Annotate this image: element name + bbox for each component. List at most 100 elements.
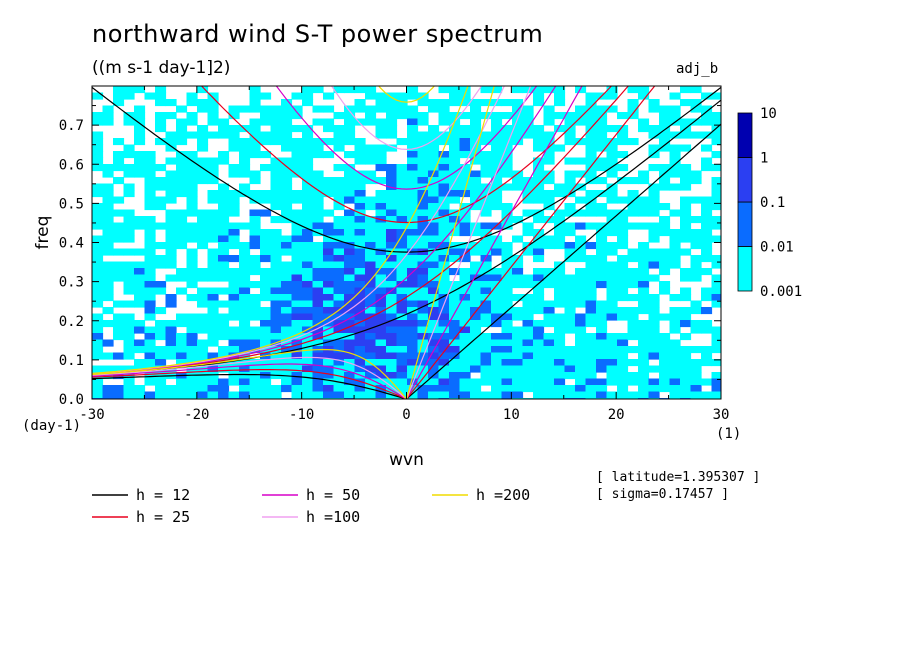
spectrum-cell	[396, 359, 408, 367]
spectrum-cell	[165, 209, 177, 217]
spectrum-cell	[291, 112, 303, 120]
spectrum-cell	[491, 307, 503, 315]
x-unit-label: (1)	[716, 426, 741, 442]
spectrum-cell	[470, 183, 482, 191]
spectrum-cell	[606, 313, 618, 321]
spectrum-cell	[281, 300, 293, 308]
spectrum-cell	[386, 92, 398, 100]
spectrum-cell	[438, 222, 450, 230]
spectrum-cell	[291, 378, 303, 386]
spectrum-cell	[522, 177, 534, 185]
spectrum-cell	[239, 300, 251, 308]
spectrum-cell	[449, 268, 461, 276]
spectrum-cell	[638, 391, 650, 399]
spectrum-cell	[176, 151, 188, 159]
spectrum-cell	[617, 209, 629, 217]
spectrum-cell	[690, 216, 702, 224]
spectrum-cell	[302, 378, 314, 386]
spectrum-cell	[396, 92, 408, 100]
spectrum-cell	[711, 177, 721, 185]
spectrum-cell	[491, 138, 503, 146]
spectrum-cell	[669, 112, 681, 120]
spectrum-cell	[407, 307, 419, 315]
spectrum-cell	[438, 372, 450, 380]
spectrum-cell	[512, 339, 524, 347]
spectrum-cell	[512, 261, 524, 269]
spectrum-cell	[606, 157, 618, 165]
spectrum-cell	[617, 125, 629, 133]
spectrum-cell	[638, 86, 650, 94]
spectrum-cell	[386, 359, 398, 367]
spectrum-cell	[186, 164, 198, 172]
spectrum-cell	[638, 281, 650, 289]
spectrum-cell	[428, 320, 440, 328]
spectrum-cell	[249, 385, 261, 393]
spectrum-cell	[680, 287, 692, 295]
spectrum-cell	[596, 177, 608, 185]
spectrum-cell	[354, 261, 366, 269]
spectrum-cell	[690, 196, 702, 204]
spectrum-cell	[396, 268, 408, 276]
spectrum-cell	[669, 326, 681, 334]
spectrum-cell	[186, 385, 198, 393]
spectrum-cell	[417, 320, 429, 328]
spectrum-cell	[606, 86, 618, 94]
spectrum-cell	[249, 170, 261, 178]
spectrum-cell	[627, 99, 639, 107]
spectrum-cell	[501, 144, 513, 152]
spectrum-cell	[249, 131, 261, 139]
spectrum-cell	[375, 131, 387, 139]
spectrum-cell	[176, 170, 188, 178]
spectrum-cell	[102, 183, 114, 191]
spectrum-cell	[281, 339, 293, 347]
spectrum-cell	[302, 294, 314, 302]
spectrum-cell	[501, 125, 513, 133]
spectrum-cell	[291, 320, 303, 328]
spectrum-cell	[533, 177, 545, 185]
spectrum-cell	[228, 164, 240, 172]
spectrum-cell	[344, 255, 356, 263]
spectrum-cell	[312, 268, 324, 276]
spectrum-cell	[291, 216, 303, 224]
spectrum-cell	[417, 326, 429, 334]
spectrum-cell	[197, 229, 209, 237]
spectrum-cell	[134, 151, 146, 159]
spectrum-cell	[365, 378, 377, 386]
spectrum-cell	[354, 196, 366, 204]
spectrum-cell	[197, 339, 209, 347]
spectrum-cell	[354, 190, 366, 198]
spectrum-cell	[291, 138, 303, 146]
spectrum-cell	[302, 339, 314, 347]
spectrum-cell	[596, 222, 608, 230]
spectrum-cell	[396, 300, 408, 308]
spectrum-cell	[302, 359, 314, 367]
spectrum-cell	[438, 170, 450, 178]
spectrum-cell	[533, 365, 545, 373]
spectrum-cell	[165, 261, 177, 269]
spectrum-cell	[186, 346, 198, 354]
spectrum-cell	[102, 320, 114, 328]
spectrum-cell	[417, 164, 429, 172]
spectrum-cell	[669, 320, 681, 328]
spectrum-cell	[249, 222, 261, 230]
spectrum-cell	[480, 372, 492, 380]
spectrum-cell	[627, 326, 639, 334]
spectrum-cell	[176, 333, 188, 341]
spectrum-cell	[627, 274, 639, 282]
spectrum-cell	[207, 391, 219, 399]
spectrum-cell	[354, 365, 366, 373]
spectrum-cell	[270, 105, 282, 113]
spectrum-cell	[386, 274, 398, 282]
spectrum-cell	[606, 352, 618, 360]
spectrum-cell	[123, 144, 135, 152]
spectrum-cell	[575, 346, 587, 354]
spectrum-cell	[186, 274, 198, 282]
spectrum-cell	[459, 203, 471, 211]
spectrum-cell	[375, 300, 387, 308]
spectrum-cell	[711, 196, 721, 204]
spectrum-cell	[270, 385, 282, 393]
spectrum-cell	[669, 359, 681, 367]
spectrum-cell	[323, 255, 335, 263]
spectrum-cell	[386, 190, 398, 198]
dispersion-curve-h12	[92, 86, 721, 253]
